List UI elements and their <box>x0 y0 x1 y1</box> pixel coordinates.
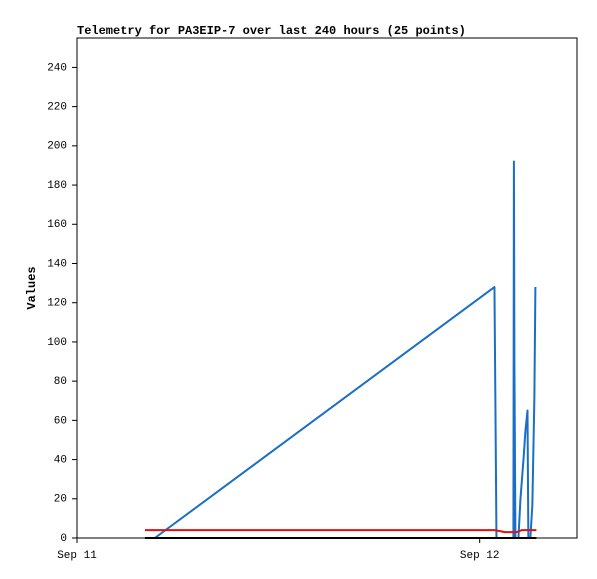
y-axis-label: Values <box>25 266 39 309</box>
y-tick-label: 220 <box>47 102 67 114</box>
y-tick-label: 180 <box>47 180 67 192</box>
x-tick-label: Sep 11 <box>57 550 97 562</box>
x-tick-label: Sep 12 <box>460 550 500 562</box>
y-tick-label: 140 <box>47 258 67 270</box>
series-line <box>144 529 537 534</box>
y-tick-label: 120 <box>47 298 67 310</box>
y-tick-label: 240 <box>47 62 67 74</box>
y-tick-label: 20 <box>54 494 67 506</box>
plot-frame <box>76 37 578 539</box>
y-tick-label: 80 <box>54 376 67 388</box>
y-tick-label: 200 <box>47 141 67 153</box>
chart-title: Telemetry for PA3EIP-7 over last 240 hou… <box>77 24 466 38</box>
y-tick-label: 100 <box>47 337 67 349</box>
y-tick-label: 60 <box>54 415 67 427</box>
y-tick-label: 40 <box>54 454 67 466</box>
series-line <box>154 160 537 539</box>
y-tick-label: 160 <box>47 219 67 231</box>
y-tick-label: 0 <box>60 533 67 545</box>
